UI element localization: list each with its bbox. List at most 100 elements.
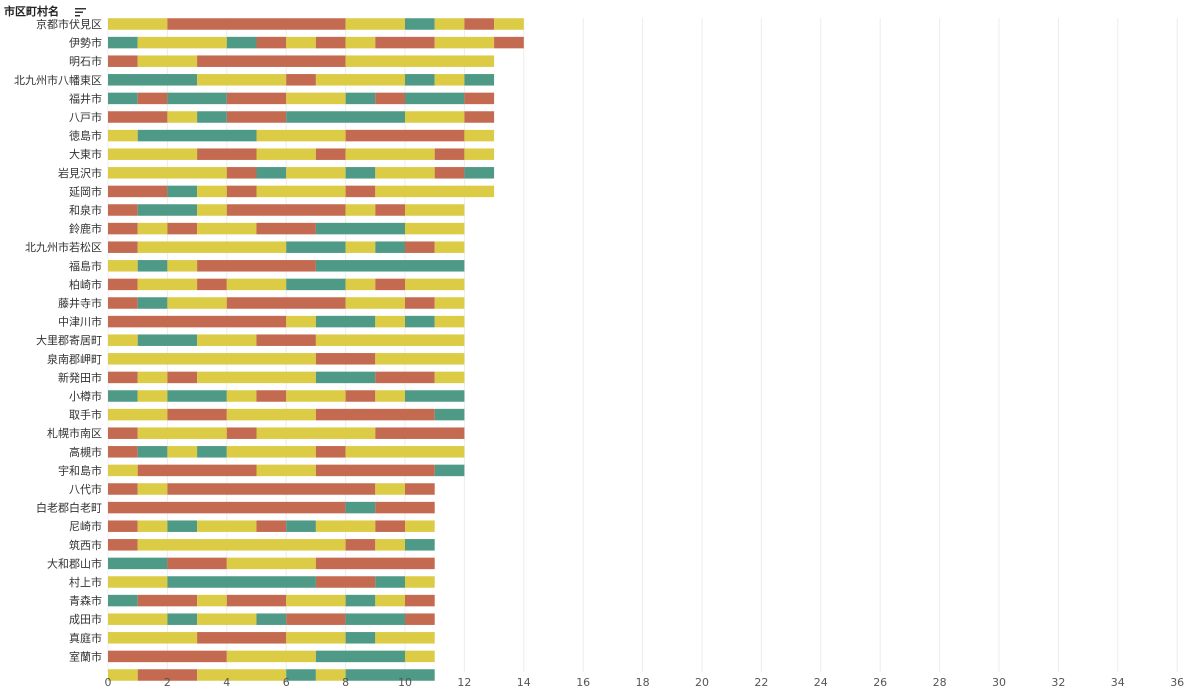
bar-segment[interactable] bbox=[197, 594, 227, 607]
bar-segment[interactable] bbox=[197, 111, 227, 123]
bar-segment[interactable] bbox=[197, 55, 346, 67]
bar-segment[interactable] bbox=[226, 408, 316, 421]
bar-segment[interactable] bbox=[197, 148, 257, 160]
bar-segment[interactable] bbox=[197, 520, 257, 532]
bar-segment[interactable] bbox=[345, 241, 376, 253]
bar-segment[interactable] bbox=[108, 464, 138, 477]
bar-segment[interactable] bbox=[375, 315, 405, 328]
bar-segment[interactable] bbox=[108, 334, 138, 346]
bar-row[interactable] bbox=[108, 260, 465, 272]
bar-segment[interactable] bbox=[345, 390, 376, 402]
bar-row[interactable] bbox=[108, 520, 435, 532]
bar-segment[interactable] bbox=[375, 520, 405, 532]
bar-row[interactable] bbox=[108, 427, 465, 439]
bar-segment[interactable] bbox=[256, 222, 316, 235]
bar-segment[interactable] bbox=[256, 148, 316, 160]
bar-row[interactable] bbox=[108, 334, 465, 346]
bar-row[interactable] bbox=[108, 297, 465, 309]
bar-segment[interactable] bbox=[226, 111, 287, 123]
bar-row[interactable] bbox=[108, 539, 435, 551]
bar-segment[interactable] bbox=[167, 185, 198, 198]
bar-segment[interactable] bbox=[345, 36, 376, 49]
bar-segment[interactable] bbox=[197, 222, 257, 235]
bar-segment[interactable] bbox=[197, 613, 257, 625]
bar-segment[interactable] bbox=[108, 129, 138, 142]
bar-segment[interactable] bbox=[405, 92, 465, 105]
bar-row[interactable] bbox=[108, 111, 495, 123]
bar-segment[interactable] bbox=[315, 148, 346, 160]
bar-segment[interactable] bbox=[226, 185, 257, 198]
bar-segment[interactable] bbox=[197, 446, 227, 458]
bar-segment[interactable] bbox=[345, 594, 376, 607]
bar-segment[interactable] bbox=[108, 222, 138, 235]
bar-segment[interactable] bbox=[108, 260, 138, 272]
bar-segment[interactable] bbox=[137, 669, 198, 681]
bar-segment[interactable] bbox=[108, 669, 138, 681]
bar-segment[interactable] bbox=[137, 371, 168, 384]
bar-segment[interactable] bbox=[345, 129, 465, 142]
bar-segment[interactable] bbox=[108, 650, 227, 663]
bar-segment[interactable] bbox=[375, 576, 405, 588]
bar-segment[interactable] bbox=[226, 36, 257, 49]
bar-segment[interactable] bbox=[286, 613, 346, 625]
bar-segment[interactable] bbox=[226, 297, 346, 309]
bar-segment[interactable] bbox=[405, 204, 465, 216]
bar-row[interactable] bbox=[108, 241, 465, 253]
bar-segment[interactable] bbox=[197, 260, 316, 272]
bar-row[interactable] bbox=[108, 129, 495, 142]
bar-row[interactable] bbox=[108, 408, 465, 421]
bar-segment[interactable] bbox=[315, 371, 376, 384]
bar-segment[interactable] bbox=[226, 427, 257, 439]
bar-segment[interactable] bbox=[108, 353, 316, 365]
bar-row[interactable] bbox=[108, 148, 495, 160]
bar-segment[interactable] bbox=[108, 111, 168, 123]
bar-segment[interactable] bbox=[137, 483, 168, 495]
bar-segment[interactable] bbox=[108, 632, 198, 644]
bar-segment[interactable] bbox=[137, 260, 168, 272]
bar-row[interactable] bbox=[108, 204, 465, 216]
bar-segment[interactable] bbox=[197, 371, 316, 384]
bar-segment[interactable] bbox=[464, 167, 495, 179]
bar-segment[interactable] bbox=[108, 613, 168, 625]
bar-segment[interactable] bbox=[137, 594, 198, 607]
bar-segment[interactable] bbox=[167, 613, 198, 625]
bar-segment[interactable] bbox=[167, 390, 227, 402]
bar-segment[interactable] bbox=[137, 129, 257, 142]
bar-segment[interactable] bbox=[434, 371, 465, 384]
bar-row[interactable] bbox=[108, 446, 465, 458]
bar-segment[interactable] bbox=[167, 557, 227, 570]
bar-segment[interactable] bbox=[256, 427, 376, 439]
bar-segment[interactable] bbox=[167, 222, 198, 235]
bar-segment[interactable] bbox=[197, 334, 257, 346]
bar-segment[interactable] bbox=[405, 483, 435, 495]
bar-segment[interactable] bbox=[405, 613, 435, 625]
bar-segment[interactable] bbox=[108, 204, 138, 216]
bar-segment[interactable] bbox=[226, 204, 346, 216]
bar-segment[interactable] bbox=[345, 167, 376, 179]
bar-row[interactable] bbox=[108, 483, 435, 495]
bar-segment[interactable] bbox=[434, 408, 465, 421]
bar-segment[interactable] bbox=[167, 408, 227, 421]
bar-segment[interactable] bbox=[137, 241, 287, 253]
bar-segment[interactable] bbox=[405, 18, 435, 30]
bar-segment[interactable] bbox=[108, 501, 346, 514]
bar-segment[interactable] bbox=[464, 74, 495, 86]
bar-row[interactable] bbox=[108, 557, 435, 570]
bar-segment[interactable] bbox=[108, 55, 138, 67]
bar-segment[interactable] bbox=[167, 446, 198, 458]
bar-segment[interactable] bbox=[434, 36, 495, 49]
bar-segment[interactable] bbox=[375, 241, 405, 253]
bar-segment[interactable] bbox=[315, 260, 465, 272]
bar-segment[interactable] bbox=[256, 334, 316, 346]
bar-segment[interactable] bbox=[345, 148, 435, 160]
bar-segment[interactable] bbox=[375, 427, 465, 439]
bar-segment[interactable] bbox=[345, 18, 405, 30]
bar-segment[interactable] bbox=[137, 334, 198, 346]
bar-segment[interactable] bbox=[375, 167, 435, 179]
bar-segment[interactable] bbox=[137, 36, 227, 49]
bar-segment[interactable] bbox=[405, 390, 465, 402]
bar-segment[interactable] bbox=[464, 18, 495, 30]
bar-segment[interactable] bbox=[226, 557, 316, 570]
bar-segment[interactable] bbox=[464, 129, 495, 142]
bar-segment[interactable] bbox=[405, 576, 435, 588]
